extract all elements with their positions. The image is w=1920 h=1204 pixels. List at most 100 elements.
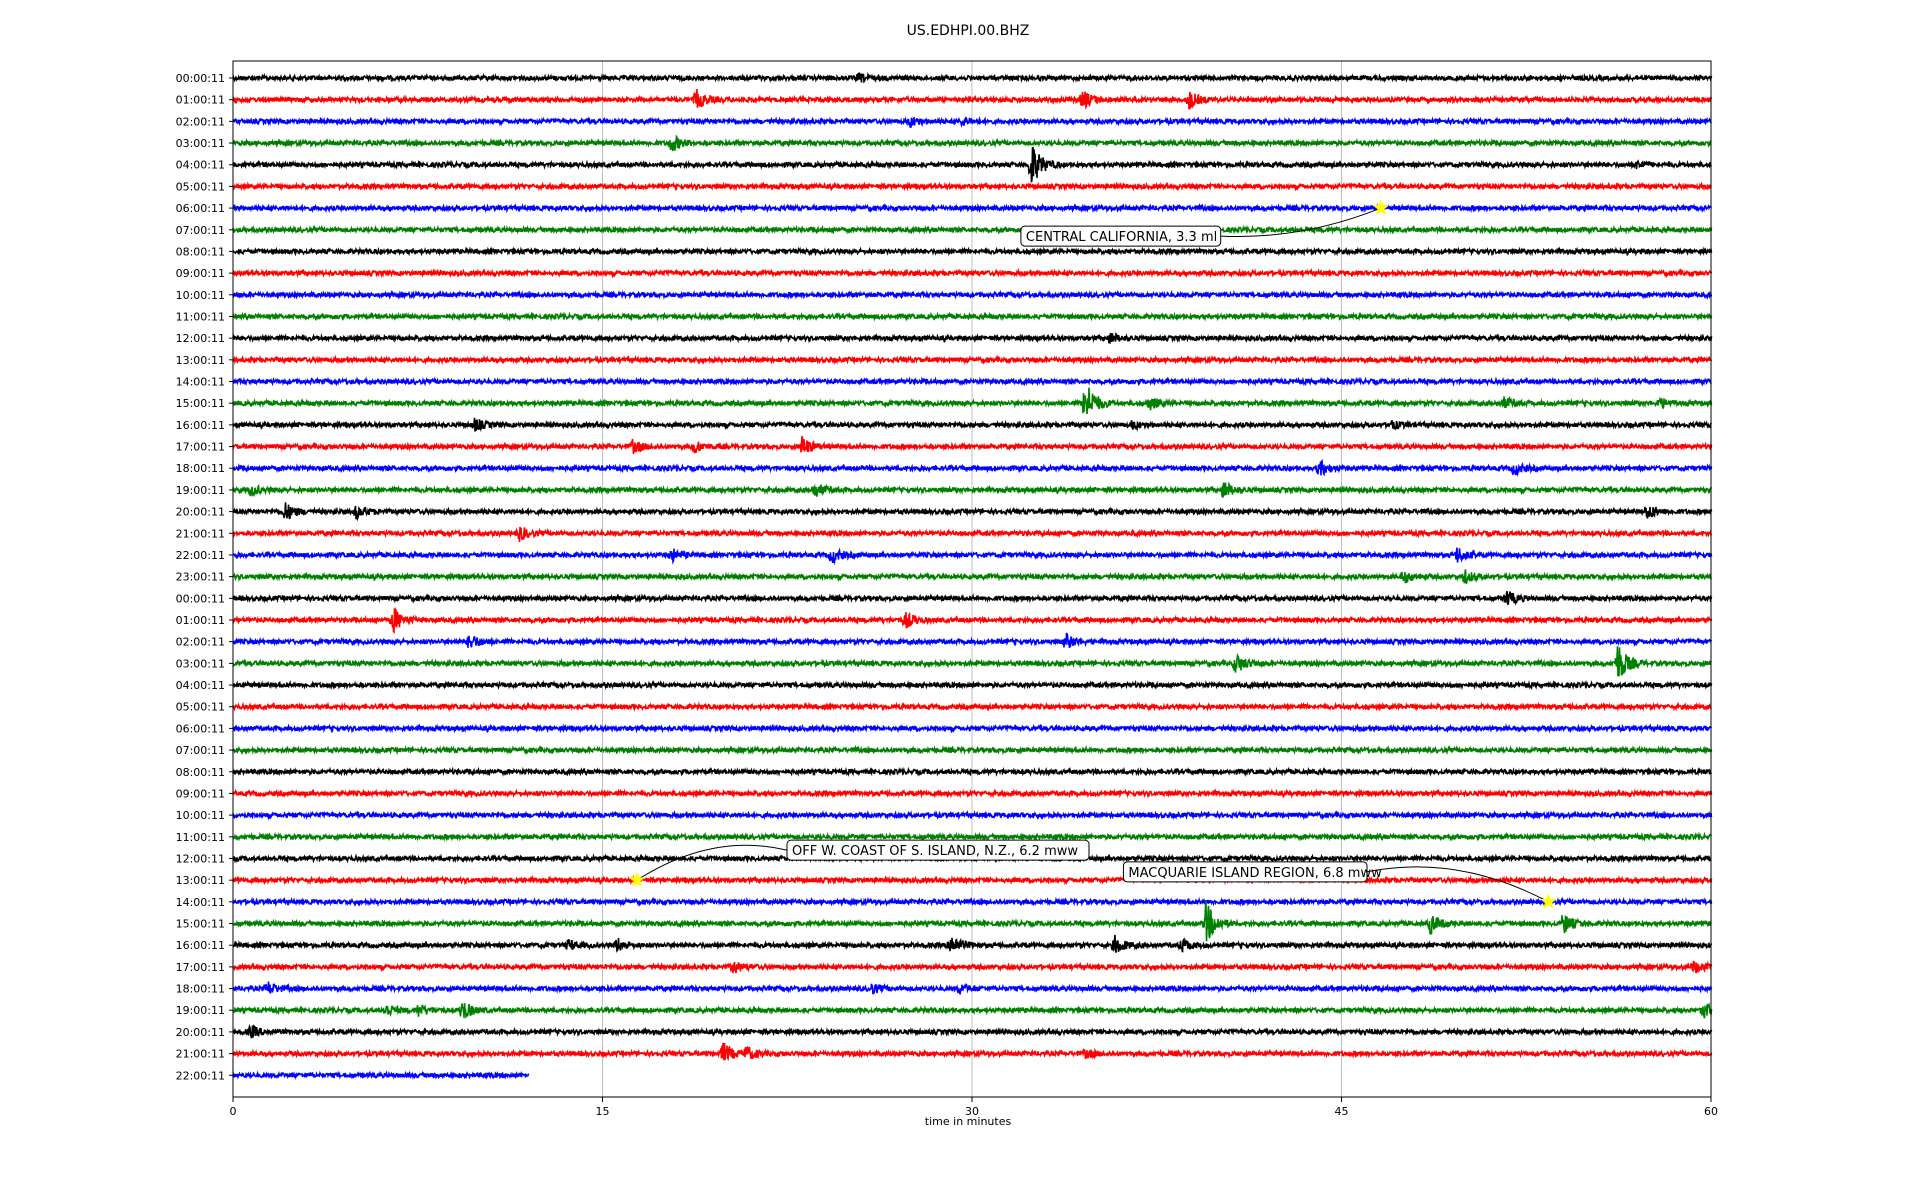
seismic-trace <box>232 134 1712 152</box>
seismic-trace <box>232 766 1713 778</box>
seismic-trace <box>232 146 1712 183</box>
seismic-trace <box>232 569 1713 585</box>
seismic-trace <box>232 701 1712 713</box>
row-time-label: 23:00:11 <box>176 571 225 584</box>
x-tick-label: 30 <box>965 1105 979 1118</box>
seismic-trace <box>232 332 1713 344</box>
seismic-trace <box>232 246 1713 257</box>
row-time-label: 06:00:11 <box>176 202 225 215</box>
seismic-trace <box>232 646 1712 677</box>
row-time-label: 22:00:11 <box>176 1069 225 1082</box>
row-time-label: 10:00:11 <box>176 289 225 302</box>
seismic-trace <box>232 591 1713 606</box>
row-time-label: 04:00:11 <box>176 679 225 692</box>
seismic-trace <box>232 202 1713 214</box>
row-time-label: 00:00:11 <box>176 592 225 605</box>
row-time-label: 13:00:11 <box>176 874 225 887</box>
annotation-label: CENTRAL CALIFORNIA, 3.3 ml <box>1026 230 1217 245</box>
annotation-box <box>1122 861 1368 883</box>
seismic-trace <box>232 481 1713 498</box>
row-time-label: 15:00:11 <box>176 918 225 931</box>
row-time-label: 18:00:11 <box>176 983 225 996</box>
seismic-trace <box>232 901 1712 942</box>
annotation-box <box>1020 225 1222 247</box>
x-tick-label: 45 <box>1335 1105 1349 1118</box>
seismic-trace <box>232 376 1712 387</box>
row-time-label: 10:00:11 <box>176 809 225 822</box>
row-time-label: 09:00:11 <box>176 267 225 280</box>
row-time-label: 02:00:11 <box>176 115 225 128</box>
row-time-label: 11:00:11 <box>176 310 225 323</box>
seismic-trace <box>232 723 1713 734</box>
row-time-labels: 00:00:11 01:00:11 02:00:11 03:00:11 04:00:11… <box>176 72 233 1082</box>
annotation-leader <box>636 844 788 881</box>
plot-frame <box>232 60 1712 1098</box>
row-time-label: 18:00:11 <box>176 462 225 475</box>
chart-title: US.EDHPI.00.BHZ <box>907 23 1030 39</box>
row-time-label: 16:00:11 <box>176 939 225 952</box>
seismic-trace <box>232 1002 1713 1020</box>
row-time-label: 13:00:11 <box>176 354 225 367</box>
seismic-traces <box>232 71 1713 1081</box>
seismic-trace <box>232 981 1713 995</box>
row-time-label: 20:00:11 <box>176 1026 225 1039</box>
row-time-label: 17:00:11 <box>176 441 225 454</box>
x-tick-label: 60 <box>1704 1105 1718 1118</box>
seismic-trace <box>232 809 1713 821</box>
seismic-trace <box>232 788 1713 799</box>
row-time-label: 22:00:11 <box>176 549 225 562</box>
row-time-label: 00:00:11 <box>176 72 225 85</box>
seismic-trace <box>232 874 1713 886</box>
row-time-label: 02:00:11 <box>176 636 225 649</box>
seismic-trace <box>232 502 1713 522</box>
event-star-marker <box>1372 199 1390 216</box>
row-time-label: 17:00:11 <box>176 961 225 974</box>
row-time-label: 01:00:11 <box>176 94 225 107</box>
annotation-label: MACQUARIE ISLAND REGION, 6.8 mww <box>1128 866 1382 881</box>
seismic-trace <box>232 417 1712 432</box>
row-time-label: 08:00:11 <box>176 766 225 779</box>
row-time-label: 21:00:11 <box>176 527 225 540</box>
seismic-trace <box>232 71 1713 84</box>
row-time-label: 15:00:11 <box>176 397 225 410</box>
seismic-trace <box>232 632 1713 649</box>
seismic-trace <box>232 224 1713 236</box>
seismic-trace <box>232 679 1713 691</box>
row-time-label: 01:00:11 <box>176 614 225 627</box>
x-tick-label: 15 <box>596 1105 610 1118</box>
row-time-label: 14:00:11 <box>176 896 225 909</box>
row-time-label: 09:00:11 <box>176 787 225 800</box>
seismic-trace <box>232 831 1712 843</box>
event-annotations: CENTRAL CALIFORNIA, 3.3 ml OFF W. COAST O… <box>628 199 1557 909</box>
row-time-label: 07:00:11 <box>176 744 225 757</box>
row-time-label: 19:00:11 <box>176 1004 225 1017</box>
x-axis-ticks: 0 15 30 45 60 <box>230 1097 1718 1118</box>
seismic-trace <box>232 289 1713 301</box>
row-time-label: 05:00:11 <box>176 180 225 193</box>
annotation-leader <box>1366 866 1549 903</box>
seismic-trace <box>232 115 1713 129</box>
x-axis-label: time in minutes <box>925 1115 1012 1128</box>
row-time-label: 11:00:11 <box>176 831 225 844</box>
seismic-trace <box>232 181 1712 192</box>
row-time-label: 16:00:11 <box>176 419 225 432</box>
row-time-label: 20:00:11 <box>176 506 225 519</box>
row-time-label: 05:00:11 <box>176 701 225 714</box>
seismic-trace <box>232 744 1713 756</box>
row-time-label: 12:00:11 <box>176 852 225 865</box>
seismic-trace <box>232 960 1713 974</box>
seismic-trace <box>232 934 1713 953</box>
row-time-label: 07:00:11 <box>176 224 225 237</box>
event-star-marker <box>628 871 646 888</box>
seismic-trace <box>232 458 1713 477</box>
annotation-box <box>786 839 1090 861</box>
row-time-label: 03:00:11 <box>176 657 225 670</box>
seismic-trace <box>232 547 1713 566</box>
seismic-trace <box>232 526 1713 543</box>
row-time-label: 19:00:11 <box>176 484 225 497</box>
row-time-label: 06:00:11 <box>176 722 225 735</box>
seismic-trace <box>232 311 1713 322</box>
seismic-trace <box>232 436 1713 455</box>
row-time-label: 21:00:11 <box>176 1048 225 1061</box>
